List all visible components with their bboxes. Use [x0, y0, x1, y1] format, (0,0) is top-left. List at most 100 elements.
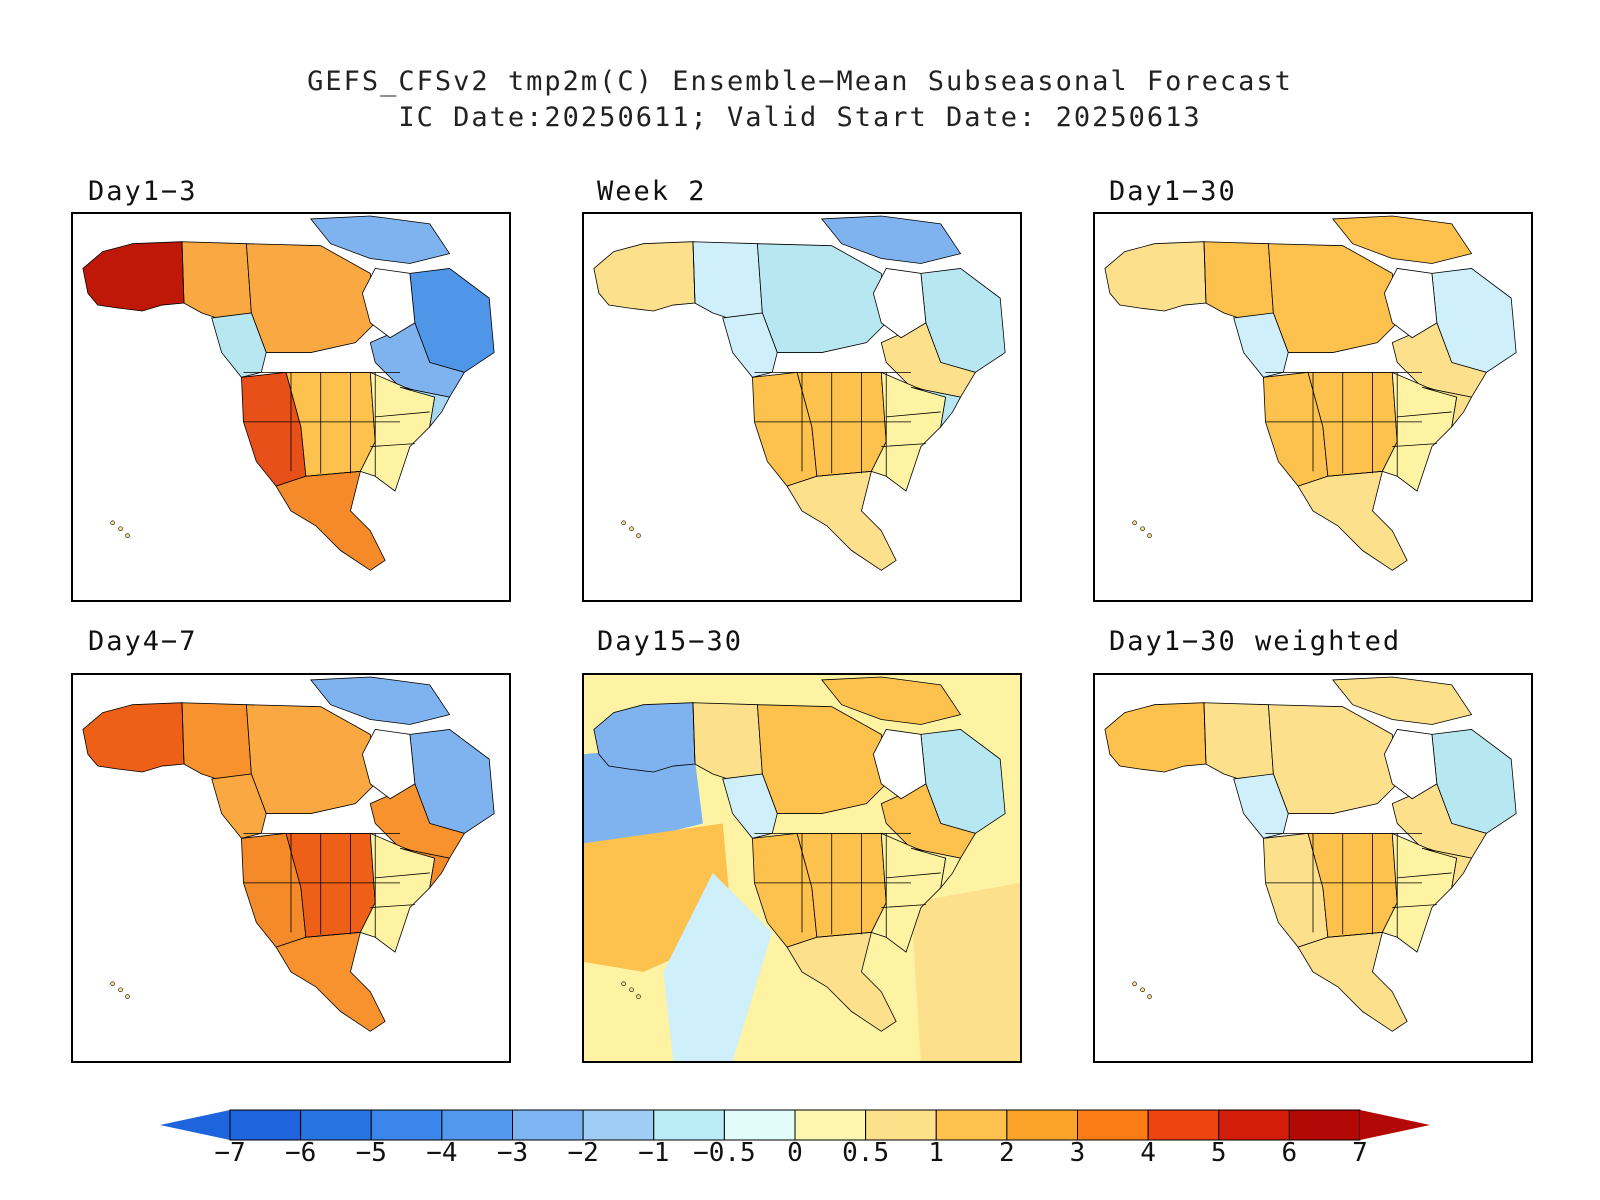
ocean-anomaly-warm: [911, 882, 1020, 1061]
title-line-2: IC Date:20250611; Valid Start Date: 2025…: [398, 102, 1202, 133]
hudson-bay: [872, 268, 927, 339]
colorbar-swatch: [1147, 1109, 1220, 1141]
region-mexico: [275, 470, 386, 571]
map-svg: [584, 675, 1020, 1061]
political-border: [370, 872, 430, 908]
colorbar-tick-label: −2: [567, 1138, 599, 1168]
region-alaska: [1104, 702, 1207, 773]
hawaii-island: [110, 981, 115, 987]
region-quebec: [1391, 783, 1488, 859]
region-yukon: [692, 241, 763, 324]
political-border: [370, 411, 430, 447]
map-day4-7: [71, 673, 511, 1063]
map-svg: [1104, 676, 1517, 1032]
political-border: [1327, 470, 1383, 477]
map-day1-30: [1093, 212, 1533, 602]
colorbar-swatch: [512, 1109, 584, 1141]
hawaii-island: [118, 526, 123, 532]
political-border: [1203, 702, 1207, 765]
region-canada-nw: [245, 243, 376, 353]
colorbar-tick-label: 5: [1210, 1138, 1227, 1168]
political-border: [305, 931, 361, 938]
map-week2: [582, 212, 1022, 602]
panel-label-week2: Week 2: [597, 176, 707, 207]
colorbar-tick-label: 7: [1352, 1138, 1368, 1168]
region-ne-us: [910, 847, 962, 890]
region-canada-nw: [756, 243, 887, 353]
political-border: [1312, 372, 1398, 477]
region-ne-us: [1421, 386, 1473, 429]
colorbar-swatch: [441, 1109, 513, 1141]
colorbar-swatch: [935, 1109, 1008, 1141]
colorbar-tick-label: 2: [999, 1138, 1015, 1168]
colorbar-swatch: [653, 1109, 725, 1141]
map-day1-3: [71, 212, 511, 602]
region-alaska: [593, 702, 696, 773]
colorbar-tick-label: 3: [1069, 1138, 1086, 1168]
colorbar-swatch: [229, 1109, 302, 1141]
hawaii-island: [636, 533, 641, 538]
political-border: [692, 241, 696, 304]
colorbar-tick-label: −1: [638, 1138, 670, 1168]
ocean-anomaly-cool: [663, 872, 773, 1061]
political-border: [1327, 931, 1383, 938]
map-day1-30-weighted: [1093, 673, 1533, 1063]
hawaii-island: [1132, 981, 1137, 987]
political-border: [881, 411, 941, 447]
hudson-bay: [872, 729, 927, 800]
panel-label-day15-30: Day15−30: [597, 626, 744, 657]
hudson-bay: [361, 268, 416, 339]
colorbar-swatch: [582, 1109, 655, 1141]
hawaii-island: [636, 994, 641, 999]
colorbar-tick-label: −6: [284, 1138, 317, 1168]
colorbar: [160, 1109, 1430, 1141]
region-alaska: [82, 241, 185, 312]
political-border: [181, 702, 185, 765]
map-svg: [1104, 215, 1517, 571]
colorbar-swatch: [300, 1109, 372, 1141]
hudson-bay: [1383, 268, 1438, 339]
region-quebec: [880, 322, 977, 398]
region-canada-nw: [245, 704, 376, 814]
political-border: [1312, 833, 1398, 938]
political-border: [816, 470, 872, 477]
colorbar-tick-label: −4: [426, 1138, 458, 1168]
region-yukon: [181, 702, 252, 785]
region-quebec: [880, 783, 977, 859]
map-svg: [82, 676, 495, 1032]
colorbar-swatch: [370, 1109, 443, 1141]
colorbar-max-arrow: [1360, 1110, 1430, 1140]
hawaii-island: [125, 994, 130, 999]
hawaii-island: [1147, 533, 1152, 538]
colorbar-tick-label: 4: [1140, 1138, 1156, 1168]
colorbar-tick-label: 1: [928, 1138, 945, 1168]
colorbar-tick-label: 0: [787, 1138, 803, 1168]
region-arctic: [1332, 676, 1473, 725]
political-border: [816, 931, 872, 938]
hawaii-island: [629, 987, 634, 993]
colorbar-swatch: [1006, 1109, 1078, 1141]
region-mexico: [1297, 470, 1408, 571]
region-alaska: [593, 241, 696, 312]
region-canada-nw: [1267, 704, 1398, 814]
hawaii-island: [629, 526, 634, 532]
region-ne-us: [399, 847, 451, 890]
region-arctic: [821, 676, 962, 725]
hawaii-island: [110, 520, 115, 526]
region-canada-nw: [1267, 243, 1398, 353]
region-arctic: [821, 215, 962, 264]
colorbar-swatch: [1288, 1109, 1361, 1141]
political-border: [801, 833, 887, 938]
hudson-bay: [361, 729, 416, 800]
political-border: [1203, 241, 1207, 304]
colorbar-tick-label: −5: [355, 1138, 387, 1168]
region-yukon: [1203, 702, 1274, 785]
colorbar-tick-label: −0.5: [693, 1138, 756, 1168]
hawaii-island: [1147, 994, 1152, 999]
region-arctic: [310, 215, 451, 264]
region-quebec: [369, 322, 466, 398]
region-quebec: [1391, 322, 1488, 398]
map-svg: [82, 215, 495, 571]
region-alaska: [1104, 241, 1207, 312]
region-ne-us: [399, 386, 451, 429]
